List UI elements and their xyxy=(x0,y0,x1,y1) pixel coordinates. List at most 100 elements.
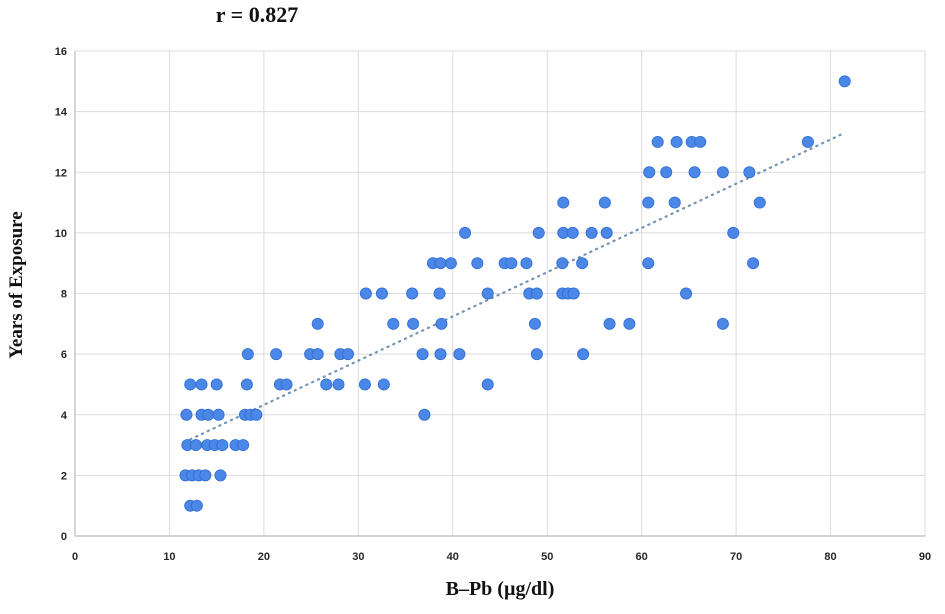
data-point xyxy=(743,166,756,179)
data-point xyxy=(444,257,457,270)
data-point xyxy=(212,408,225,421)
data-point xyxy=(459,226,472,239)
x-tick-label: 30 xyxy=(352,551,364,563)
data-point xyxy=(202,408,215,421)
x-tick-label: 50 xyxy=(541,551,553,563)
data-point xyxy=(567,287,580,300)
data-point xyxy=(359,287,372,300)
data-point xyxy=(237,439,250,452)
data-point xyxy=(406,287,419,300)
data-point xyxy=(250,408,263,421)
data-point xyxy=(716,317,729,330)
data-point xyxy=(688,166,701,179)
data-point xyxy=(651,135,664,148)
data-point xyxy=(416,348,429,361)
data-point xyxy=(660,166,673,179)
data-point xyxy=(434,257,447,270)
data-point xyxy=(577,348,590,361)
data-point xyxy=(433,287,446,300)
data-point xyxy=(216,439,229,452)
data-point xyxy=(530,287,543,300)
data-point xyxy=(643,166,656,179)
data-point xyxy=(332,378,345,391)
x-tick-label: 60 xyxy=(636,551,648,563)
data-point xyxy=(532,226,545,239)
data-point xyxy=(598,196,611,209)
data-point xyxy=(556,257,569,270)
data-point xyxy=(240,378,253,391)
x-tick-label: 80 xyxy=(824,551,836,563)
data-point xyxy=(642,196,655,209)
trend-line xyxy=(183,131,846,444)
data-point xyxy=(557,196,570,209)
data-point xyxy=(680,287,693,300)
data-point xyxy=(375,287,388,300)
x-tick-label: 20 xyxy=(258,551,270,563)
x-tick-label: 0 xyxy=(72,551,78,563)
data-point xyxy=(623,317,636,330)
data-point xyxy=(566,226,579,239)
data-point xyxy=(189,439,202,452)
data-point xyxy=(670,135,683,148)
x-axis-title: B–Pb (µg/dl) xyxy=(445,578,555,600)
data-point xyxy=(727,226,740,239)
data-point xyxy=(341,348,354,361)
data-point xyxy=(801,135,814,148)
y-tick-label: 14 xyxy=(55,107,68,119)
y-axis-title: Years of Exposure xyxy=(6,211,27,359)
data-point xyxy=(180,408,193,421)
data-point xyxy=(311,317,324,330)
data-point xyxy=(195,378,208,391)
y-tick-label: 10 xyxy=(55,228,67,240)
data-point xyxy=(418,408,431,421)
data-point xyxy=(600,226,613,239)
data-point xyxy=(576,257,589,270)
data-point xyxy=(668,196,681,209)
data-point xyxy=(716,166,729,179)
data-point xyxy=(505,257,518,270)
data-point xyxy=(435,317,448,330)
data-point xyxy=(453,348,466,361)
data-point xyxy=(210,378,223,391)
data-point xyxy=(603,317,616,330)
data-point xyxy=(214,469,227,482)
data-point xyxy=(190,499,203,512)
data-point xyxy=(838,75,851,88)
x-tick-label: 70 xyxy=(730,551,742,563)
data-point xyxy=(481,287,494,300)
data-point xyxy=(407,317,420,330)
data-point xyxy=(280,378,293,391)
data-point xyxy=(241,348,254,361)
data-point xyxy=(358,378,371,391)
y-tick-label: 16 xyxy=(55,46,67,58)
data-point xyxy=(520,257,533,270)
data-point xyxy=(377,378,390,391)
data-point xyxy=(434,348,447,361)
data-point xyxy=(320,378,333,391)
data-point xyxy=(528,317,541,330)
y-tick-label: 2 xyxy=(61,470,67,482)
x-tick-label: 40 xyxy=(447,551,459,563)
data-point xyxy=(270,348,283,361)
data-point xyxy=(199,469,212,482)
data-point xyxy=(642,257,655,270)
data-point xyxy=(471,257,484,270)
y-tick-label: 12 xyxy=(55,167,67,179)
y-tick-label: 0 xyxy=(61,531,67,543)
data-point xyxy=(585,226,598,239)
data-point xyxy=(694,135,707,148)
y-tick-label: 8 xyxy=(61,289,67,301)
data-point xyxy=(530,348,543,361)
x-tick-label: 90 xyxy=(919,551,931,563)
data-point xyxy=(387,317,400,330)
data-point xyxy=(311,348,324,361)
correlation-coefficient-label: r = 0.827 xyxy=(215,2,299,27)
y-tick-label: 6 xyxy=(61,349,67,361)
data-point xyxy=(481,378,494,391)
x-tick-label: 10 xyxy=(163,551,175,563)
y-tick-label: 4 xyxy=(61,410,68,422)
data-point xyxy=(184,378,197,391)
data-point xyxy=(747,257,760,270)
